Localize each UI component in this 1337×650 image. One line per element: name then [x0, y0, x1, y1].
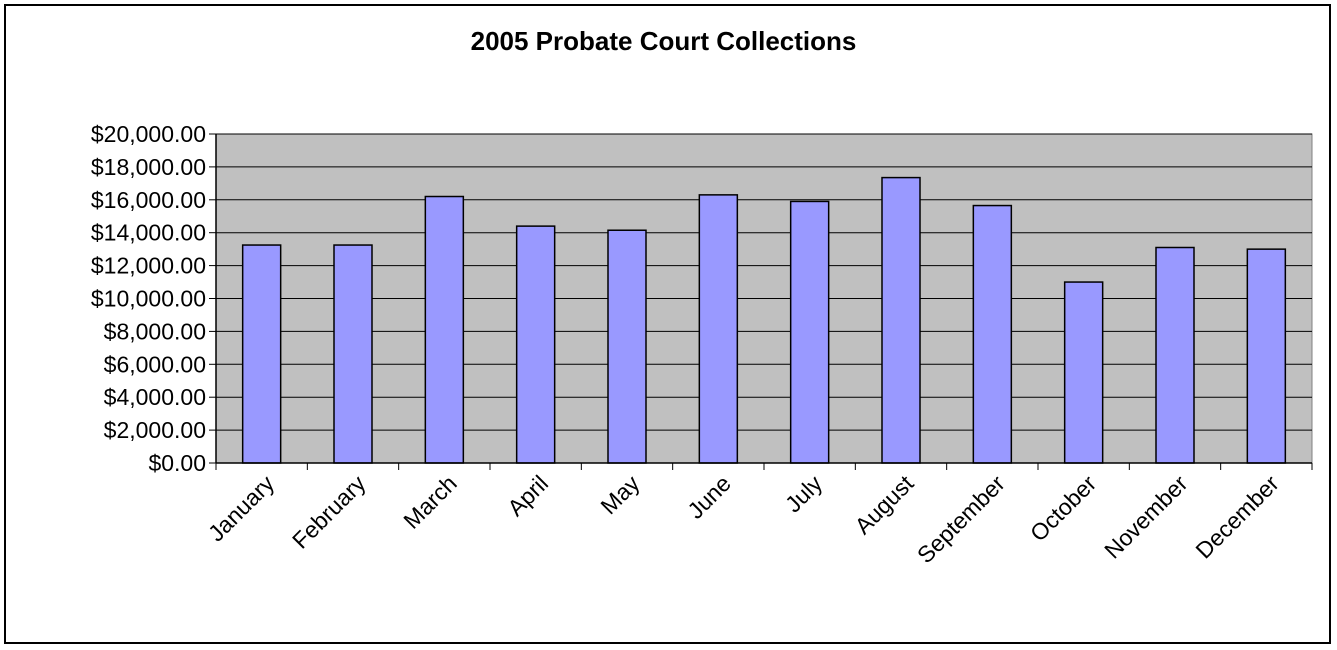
y-tick-label: $16,000.00: [91, 187, 206, 213]
x-tick-label: March: [398, 470, 462, 534]
bars: [241, 176, 1287, 464]
bar-june: [698, 194, 739, 464]
x-tick-label: June: [682, 470, 736, 524]
bar-january: [241, 244, 282, 464]
y-tick-label: $4,000.00: [104, 384, 206, 410]
y-tick-label: $2,000.00: [104, 417, 206, 443]
bar-august: [881, 176, 921, 464]
y-tick-label: $0.00: [148, 450, 206, 476]
chart-title: 2005 Probate Court Collections: [470, 26, 857, 56]
y-tick-label: $6,000.00: [104, 351, 206, 377]
gridlines: [216, 133, 1312, 431]
x-tick-label: April: [502, 470, 553, 521]
y-axis-ticks: $0.00 $2,000.00 $4,000.00 $6,000.00 $8,000.0…: [91, 121, 216, 476]
y-tick-label: $10,000.00: [91, 286, 206, 312]
x-tick-label: September: [912, 470, 1010, 568]
bar-november: [1155, 246, 1195, 464]
bar-may: [607, 229, 647, 464]
bar-february: [333, 244, 373, 464]
bar-december: [1246, 248, 1287, 464]
y-tick-label: $12,000.00: [91, 253, 206, 279]
y-tick-label: $18,000.00: [91, 154, 206, 180]
y-tick-label: $8,000.00: [104, 318, 206, 344]
x-tick-label: August: [850, 470, 919, 539]
bar-april: [515, 225, 556, 464]
x-tick-label: February: [287, 470, 371, 554]
bar-october: [1063, 281, 1104, 464]
bar-september: [972, 204, 1013, 464]
x-tick-label: May: [595, 470, 644, 519]
bar-march: [424, 195, 465, 464]
y-tick-label: $14,000.00: [91, 220, 206, 246]
x-axis-ticks: January February March April May June July Augu…: [203, 463, 1313, 568]
x-tick-label: January: [203, 470, 280, 547]
x-tick-label: November: [1099, 470, 1193, 564]
y-tick-label: $20,000.00: [91, 121, 206, 147]
bar-july: [789, 200, 830, 464]
x-tick-label: December: [1190, 470, 1284, 564]
x-tick-label: October: [1025, 470, 1101, 546]
x-tick-label: July: [780, 470, 828, 518]
